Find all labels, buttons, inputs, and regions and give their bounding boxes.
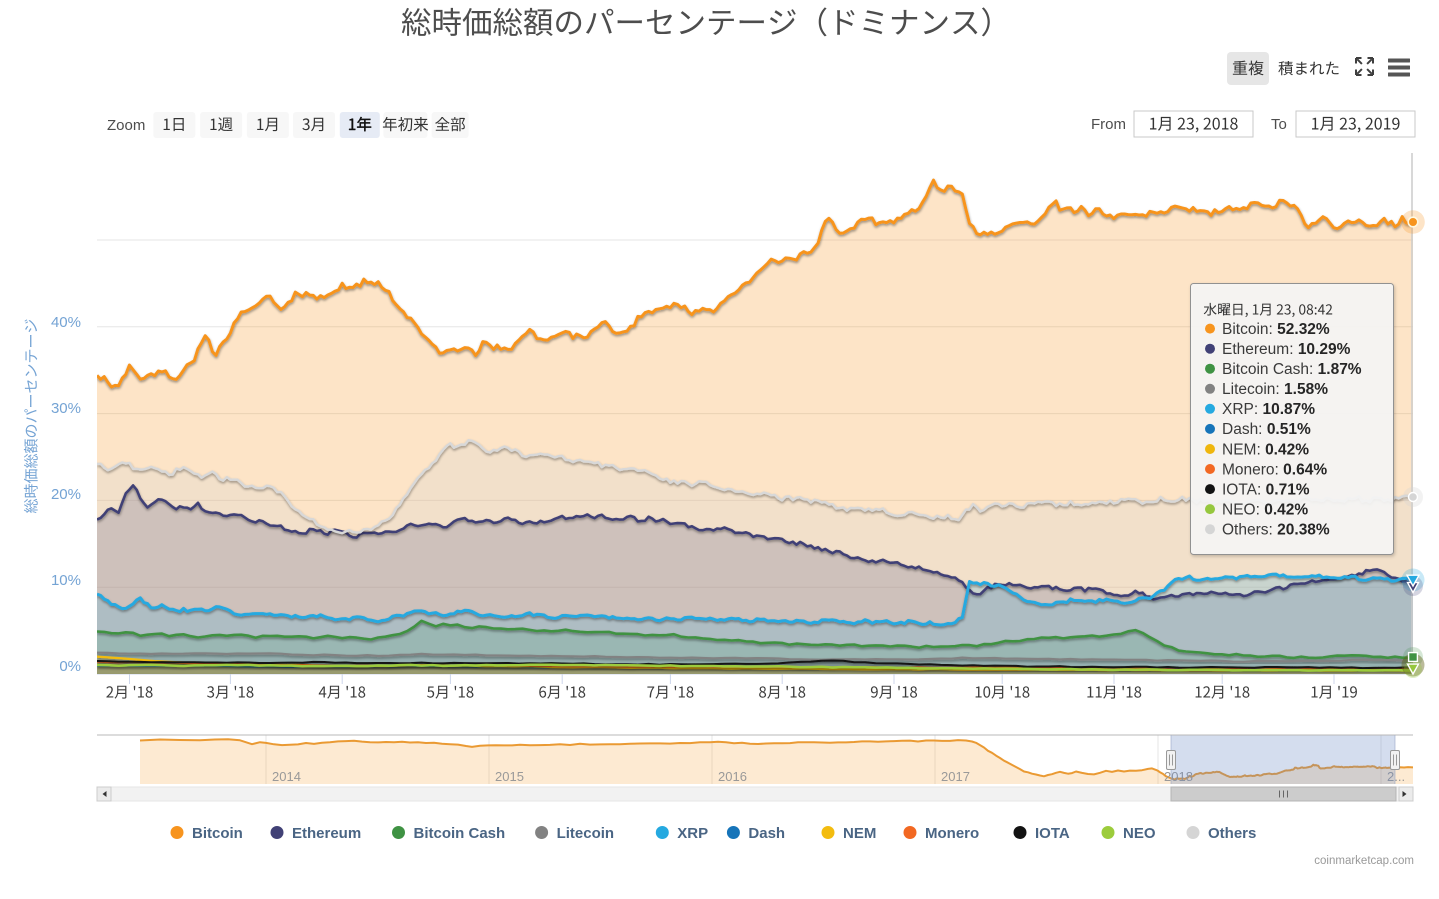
svg-text:XRP: 10.87%: XRP: 10.87% bbox=[1222, 401, 1315, 418]
svg-text:Zoom: Zoom bbox=[107, 117, 145, 134]
svg-text:2016: 2016 bbox=[718, 769, 747, 784]
svg-text:Bitcoin: 52.32%: Bitcoin: 52.32% bbox=[1222, 321, 1330, 338]
svg-text:Others: Others bbox=[1208, 825, 1256, 842]
svg-text:NEO: NEO bbox=[1123, 825, 1156, 842]
svg-text:2017: 2017 bbox=[941, 769, 970, 784]
svg-text:From: From bbox=[1091, 116, 1126, 133]
svg-text:Others: 20.38%: Others: 20.38% bbox=[1222, 522, 1330, 539]
svg-text:40%: 40% bbox=[51, 314, 81, 331]
svg-text:10%: 10% bbox=[51, 572, 81, 589]
svg-text:2014: 2014 bbox=[272, 769, 301, 784]
svg-text:XRP: XRP bbox=[677, 825, 708, 842]
svg-text:Monero: Monero bbox=[925, 825, 979, 842]
svg-text:NEO: 0.42%: NEO: 0.42% bbox=[1222, 501, 1308, 518]
svg-text:0%: 0% bbox=[59, 658, 81, 675]
svg-text:IOTA: 0.71%: IOTA: 0.71% bbox=[1222, 481, 1310, 498]
svg-text:Ethereum: Ethereum bbox=[292, 825, 361, 842]
svg-text:Monero: 0.64%: Monero: 0.64% bbox=[1222, 461, 1327, 478]
svg-text:Dash: 0.51%: Dash: 0.51% bbox=[1222, 421, 1311, 438]
svg-text:2...: 2... bbox=[1387, 769, 1405, 784]
svg-text:Bitcoin Cash: Bitcoin Cash bbox=[414, 825, 506, 842]
svg-text:NEM: 0.42%: NEM: 0.42% bbox=[1222, 441, 1309, 458]
svg-text:IOTA: IOTA bbox=[1035, 825, 1070, 842]
svg-text:Litecoin: 1.58%: Litecoin: 1.58% bbox=[1222, 381, 1328, 398]
svg-text:20%: 20% bbox=[51, 486, 81, 503]
svg-text:2015: 2015 bbox=[495, 769, 524, 784]
svg-text:Bitcoin: Bitcoin bbox=[192, 825, 243, 842]
svg-text:To: To bbox=[1271, 116, 1287, 133]
svg-text:30%: 30% bbox=[51, 400, 81, 417]
svg-text:coinmarketcap.com: coinmarketcap.com bbox=[1314, 855, 1414, 867]
svg-text:Dash: Dash bbox=[748, 825, 785, 842]
svg-text:Ethereum: 10.29%: Ethereum: 10.29% bbox=[1222, 341, 1351, 358]
svg-text:Bitcoin Cash: 1.87%: Bitcoin Cash: 1.87% bbox=[1222, 361, 1362, 378]
svg-text:Litecoin: Litecoin bbox=[557, 825, 615, 842]
svg-text:NEM: NEM bbox=[843, 825, 876, 842]
